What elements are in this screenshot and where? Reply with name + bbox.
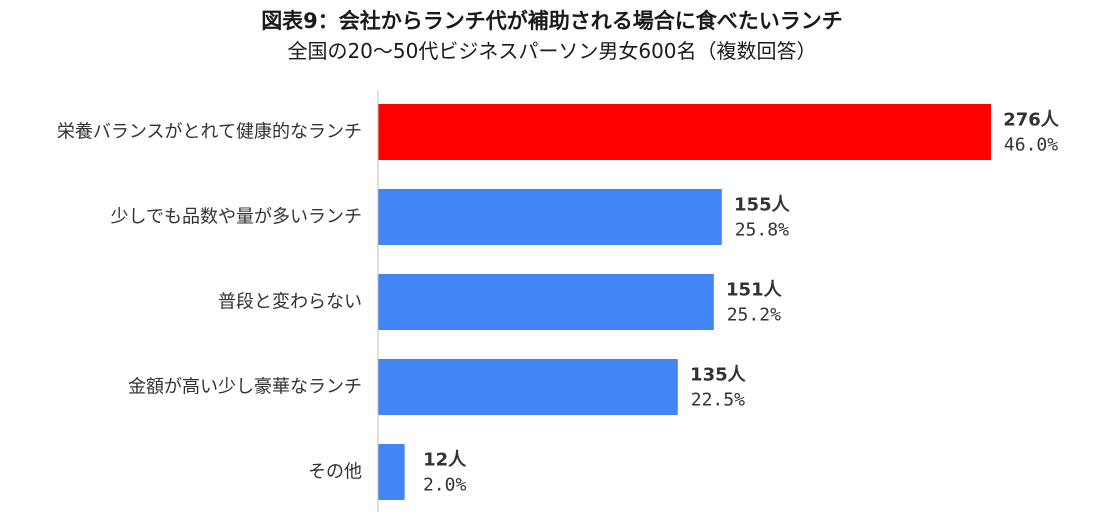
bar-1: [378, 104, 991, 160]
category-label-4: 金額が高い少し豪華なランチ: [128, 377, 362, 398]
chart-subtitle: 全国の20～50代ビジネスパーソン男女600名（複数回答）: [287, 39, 817, 63]
chart-title: 図表9：会社からランチ代が補助される場合に食べたいランチ: [261, 9, 843, 33]
bar-3: [378, 274, 714, 330]
labels-layer: 栄養バランスがとれて健康的なランチ 276人 46.0% 少しでも品数や量が多いランチ…: [57, 110, 1060, 496]
bar-5: [378, 444, 405, 500]
value-label-3: 25.2%: [727, 305, 781, 326]
bar-4: [378, 359, 678, 415]
category-label-1: 栄養バランスがとれて健康的なランチ: [57, 122, 362, 143]
value-label-2: 25.8%: [735, 220, 789, 241]
value-label-4: 22.5%: [691, 390, 745, 411]
count-label-1: 276人: [1003, 110, 1060, 131]
bars-layer: [378, 104, 991, 500]
count-label-3: 151人: [726, 280, 783, 301]
value-label-5: 2.0%: [423, 475, 467, 496]
category-label-3: 普段と変わらない: [218, 292, 362, 313]
category-label-2: 少しでも品数や量が多いランチ: [111, 207, 362, 228]
value-label-1: 46.0%: [1004, 135, 1058, 156]
bar-2: [378, 189, 722, 245]
count-label-4: 135人: [690, 365, 747, 386]
count-label-5: 12人: [423, 450, 467, 471]
count-label-2: 155人: [734, 195, 791, 216]
category-label-5: その他: [308, 462, 362, 483]
